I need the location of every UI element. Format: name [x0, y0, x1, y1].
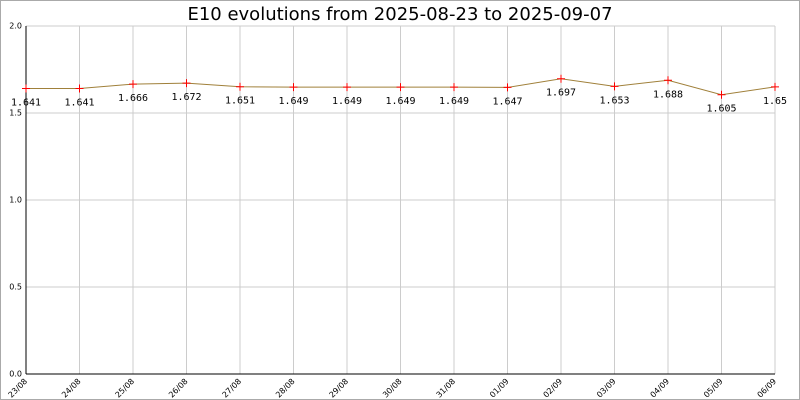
value-label: 1.653 — [599, 95, 629, 106]
marker — [717, 90, 726, 99]
marker — [129, 80, 137, 89]
y-tick-label: 0.0 — [9, 370, 22, 379]
chart-title: E10 evolutions from 2025-08-23 to 2025-0… — [187, 4, 612, 25]
value-label: 1.647 — [492, 96, 522, 107]
value-label: 1.666 — [118, 93, 148, 104]
y-tick-label: 1.0 — [9, 196, 22, 205]
marker — [182, 79, 191, 88]
marker — [22, 84, 30, 93]
marker — [396, 83, 405, 92]
marker — [610, 82, 619, 91]
value-label: 1.697 — [546, 88, 576, 99]
value-label: 1.65 — [763, 96, 787, 107]
value-label: 1.649 — [439, 96, 469, 107]
value-label: 1.688 — [653, 89, 683, 100]
value-label: 1.641 — [11, 97, 41, 108]
value-label: 1.649 — [278, 96, 308, 107]
marker — [289, 83, 298, 92]
marker — [771, 82, 779, 91]
marker — [664, 76, 672, 85]
marker — [236, 82, 244, 91]
marker — [450, 83, 458, 92]
value-label: 1.641 — [64, 97, 94, 108]
y-tick-label: 0.5 — [9, 283, 22, 292]
value-label: 1.672 — [171, 92, 201, 103]
marker — [343, 83, 351, 92]
marker — [503, 83, 512, 92]
y-tick-label: 1.5 — [9, 109, 22, 118]
y-tick-label: 2.0 — [9, 22, 22, 31]
value-label: 1.605 — [706, 104, 736, 115]
value-label: 1.651 — [225, 96, 255, 107]
value-label: 1.649 — [385, 96, 415, 107]
marker — [557, 74, 565, 83]
marker — [75, 84, 84, 93]
value-label: 1.649 — [332, 96, 362, 107]
